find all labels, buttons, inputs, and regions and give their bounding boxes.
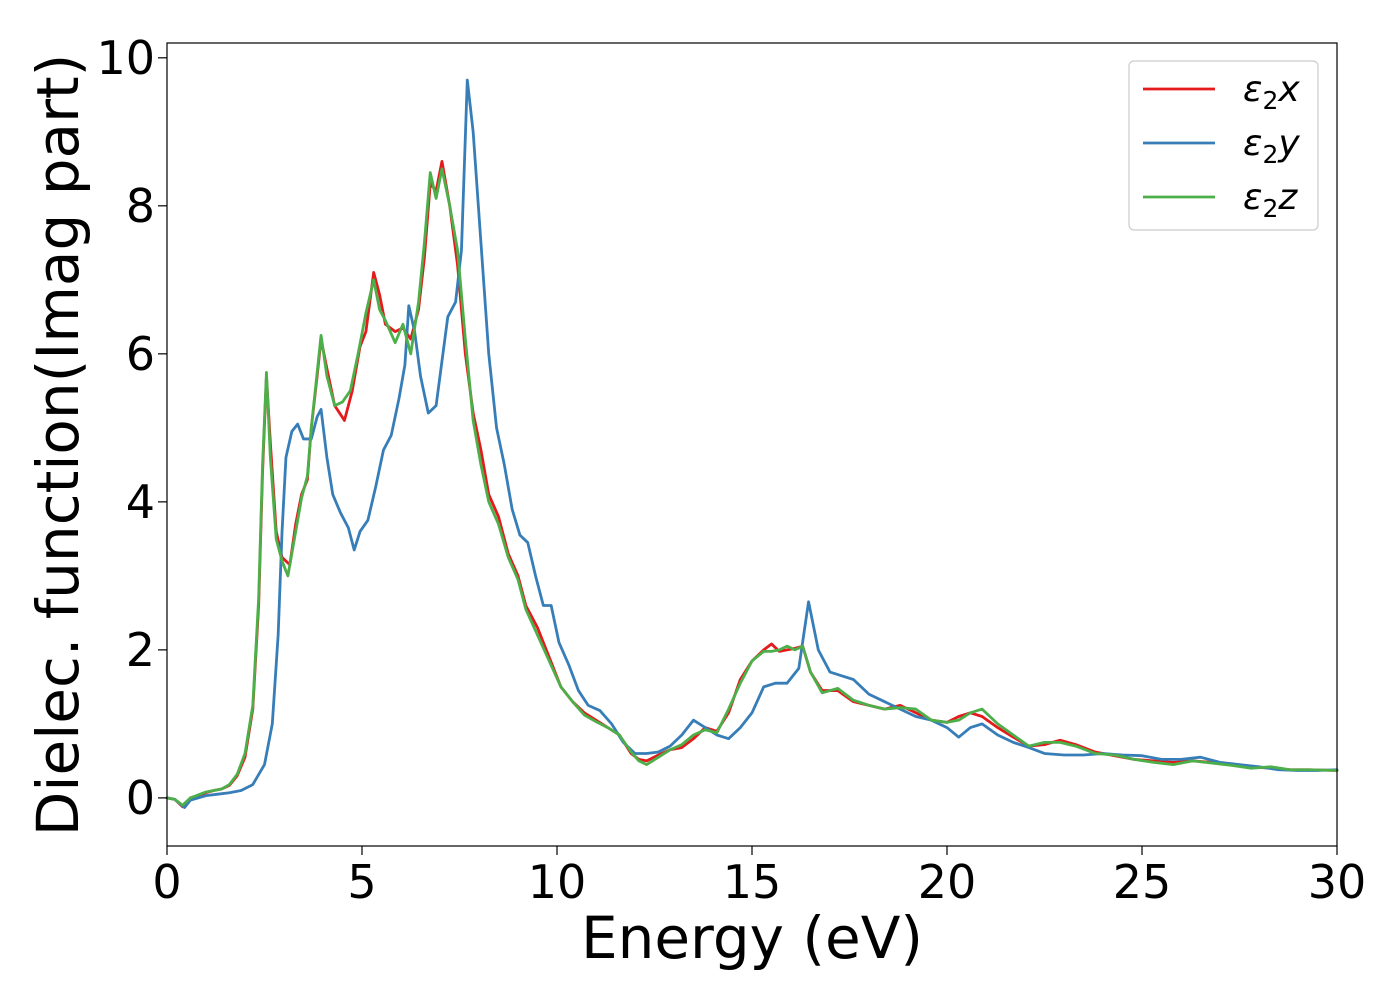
y-tick-label: 8 xyxy=(126,179,155,233)
y-tick-label: 2 xyxy=(126,623,155,677)
x-tick-label: 0 xyxy=(152,855,181,909)
x-tick-label: 5 xyxy=(347,855,376,909)
y-tick-label: 10 xyxy=(96,31,155,85)
y-tick-label: 0 xyxy=(126,771,155,825)
y-tick-label: 4 xyxy=(126,475,155,529)
x-tick-label: 20 xyxy=(918,855,977,909)
legend-box xyxy=(1128,60,1319,231)
x-tick-label: 25 xyxy=(1113,855,1172,909)
legend-label-x: ε2x xyxy=(1243,69,1300,115)
x-tick-label: 10 xyxy=(528,855,587,909)
legend-variable: y xyxy=(1277,123,1300,164)
x-axis-ticks: 0 5 10 15 20 25 30 xyxy=(152,846,1366,909)
series-line-z xyxy=(165,167,1339,807)
legend-subscript: 2 xyxy=(1262,194,1278,223)
legend-symbol: ε xyxy=(1243,123,1262,164)
legend-label-z: ε2z xyxy=(1243,177,1298,223)
legend-variable: z xyxy=(1277,177,1298,218)
y-axis-label: Dielec. function(Imag part) xyxy=(24,54,92,837)
x-axis-label: Energy (eV) xyxy=(581,904,923,972)
legend-symbol: ε xyxy=(1243,69,1262,110)
legend-label-y: ε2y xyxy=(1243,123,1300,169)
x-tick-label: 15 xyxy=(723,855,782,909)
legend-subscript: 2 xyxy=(1262,140,1278,169)
legend-subscript: 2 xyxy=(1262,86,1278,115)
x-tick-label: 30 xyxy=(1308,855,1367,909)
y-tick-label: 6 xyxy=(126,327,155,381)
legend-variable: x xyxy=(1277,69,1300,110)
series-layer xyxy=(165,78,1339,809)
y-axis-ticks: 0 2 4 6 8 10 xyxy=(96,31,167,825)
legend-symbol: ε xyxy=(1243,177,1262,218)
